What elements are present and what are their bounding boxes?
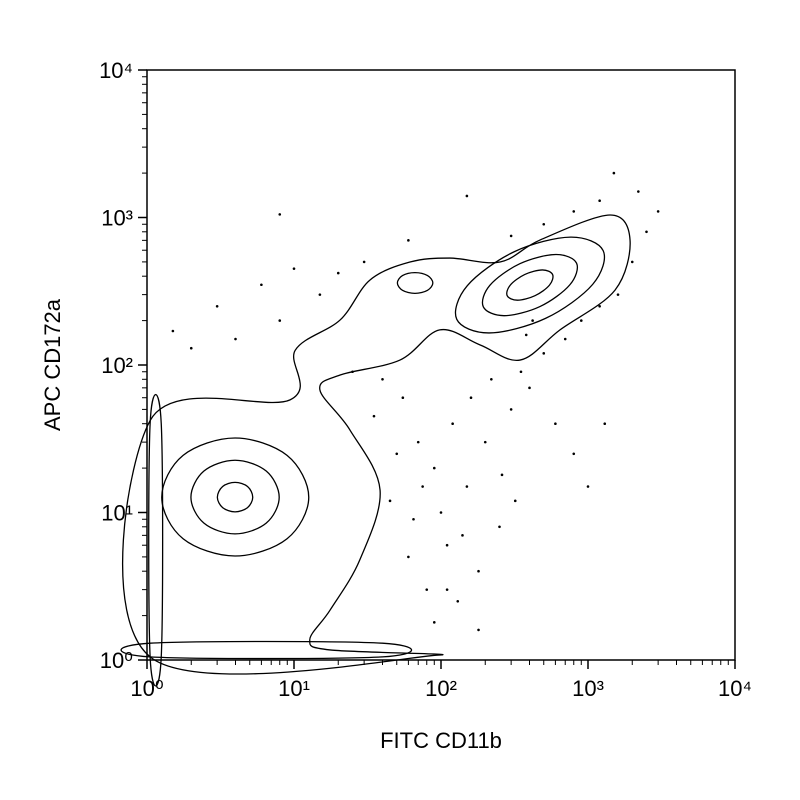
event-dot bbox=[483, 440, 487, 444]
contour-line bbox=[396, 271, 434, 295]
y-tick-label: 10² bbox=[101, 353, 133, 378]
event-dot bbox=[388, 499, 392, 503]
event-dot bbox=[586, 485, 590, 488]
contour-line bbox=[121, 214, 631, 675]
event-dot bbox=[554, 422, 557, 425]
y-tick-label: 10³ bbox=[101, 206, 133, 231]
event-dot bbox=[278, 213, 282, 216]
x-axis-label: FITC CD11b bbox=[380, 728, 502, 753]
event-dot bbox=[656, 210, 660, 213]
event-dot bbox=[439, 511, 443, 514]
event-dot bbox=[407, 239, 410, 242]
y-tick-label: 10⁴ bbox=[99, 58, 133, 83]
event-dot bbox=[465, 194, 469, 198]
event-dot bbox=[542, 222, 546, 226]
event-dot bbox=[292, 267, 296, 270]
contour-line bbox=[506, 269, 554, 301]
event-dot bbox=[456, 600, 460, 603]
contour-line bbox=[161, 437, 310, 557]
event-dot bbox=[490, 377, 493, 381]
event-dot bbox=[171, 329, 175, 333]
event-dot bbox=[603, 422, 607, 425]
event-dot bbox=[513, 499, 517, 503]
event-dot bbox=[612, 171, 616, 175]
event-dot bbox=[563, 337, 567, 341]
y-axis-label: APC CD172a bbox=[40, 298, 65, 431]
plot-frame bbox=[146, 69, 736, 661]
event-dot bbox=[432, 466, 436, 470]
event-dot bbox=[509, 234, 513, 238]
event-dot bbox=[432, 621, 436, 624]
event-dot bbox=[372, 414, 376, 418]
event-dot bbox=[469, 396, 473, 400]
event-dot bbox=[336, 271, 340, 275]
y-tick-label: 10¹ bbox=[101, 501, 133, 526]
event-dot bbox=[572, 452, 576, 456]
event-dot bbox=[451, 422, 454, 425]
x-tick-label: 10⁴ bbox=[718, 676, 752, 701]
event-dot bbox=[260, 283, 263, 287]
event-dot bbox=[416, 440, 420, 444]
event-dot bbox=[477, 569, 480, 573]
event-dot bbox=[500, 473, 504, 477]
event-dot bbox=[318, 293, 322, 296]
x-tick-label: 10³ bbox=[572, 676, 604, 701]
contour-line bbox=[481, 253, 579, 317]
event-dot bbox=[461, 534, 464, 537]
event-dot bbox=[445, 543, 449, 547]
event-dot bbox=[362, 260, 366, 264]
event-dot bbox=[630, 260, 634, 264]
event-dot bbox=[401, 396, 405, 400]
event-dot bbox=[579, 319, 583, 322]
contour-line bbox=[216, 481, 254, 513]
y-tick-label: 10⁰ bbox=[100, 648, 133, 673]
contour-line bbox=[190, 459, 280, 535]
contour-line bbox=[120, 640, 413, 660]
event-dot bbox=[524, 333, 528, 337]
event-dot bbox=[351, 370, 354, 374]
event-dot bbox=[381, 377, 384, 381]
event-dot bbox=[407, 555, 410, 559]
event-dot bbox=[395, 452, 399, 456]
event-dot bbox=[465, 485, 469, 488]
event-dot bbox=[189, 346, 193, 350]
event-dot bbox=[421, 485, 424, 488]
x-tick-label: 10¹ bbox=[278, 676, 310, 701]
event-dot bbox=[542, 352, 546, 355]
event-dot bbox=[519, 370, 523, 374]
event-dot bbox=[528, 386, 531, 390]
event-dot bbox=[445, 588, 449, 591]
event-dot bbox=[477, 628, 480, 632]
x-tick-label: 10² bbox=[425, 676, 457, 701]
event-dot bbox=[637, 190, 640, 193]
event-dot bbox=[278, 319, 282, 322]
event-dot bbox=[598, 199, 601, 202]
event-dot bbox=[616, 293, 620, 296]
event-dot bbox=[412, 517, 415, 521]
contour-line bbox=[148, 393, 164, 687]
contour-line bbox=[454, 236, 606, 334]
event-dot bbox=[572, 210, 576, 213]
event-dot bbox=[509, 408, 513, 411]
event-dot bbox=[645, 230, 648, 234]
event-dot bbox=[598, 305, 601, 308]
event-dot bbox=[498, 525, 501, 529]
event-dot bbox=[425, 588, 429, 591]
event-dot bbox=[234, 337, 237, 341]
event-dot bbox=[215, 305, 219, 308]
event-dot bbox=[531, 319, 534, 322]
